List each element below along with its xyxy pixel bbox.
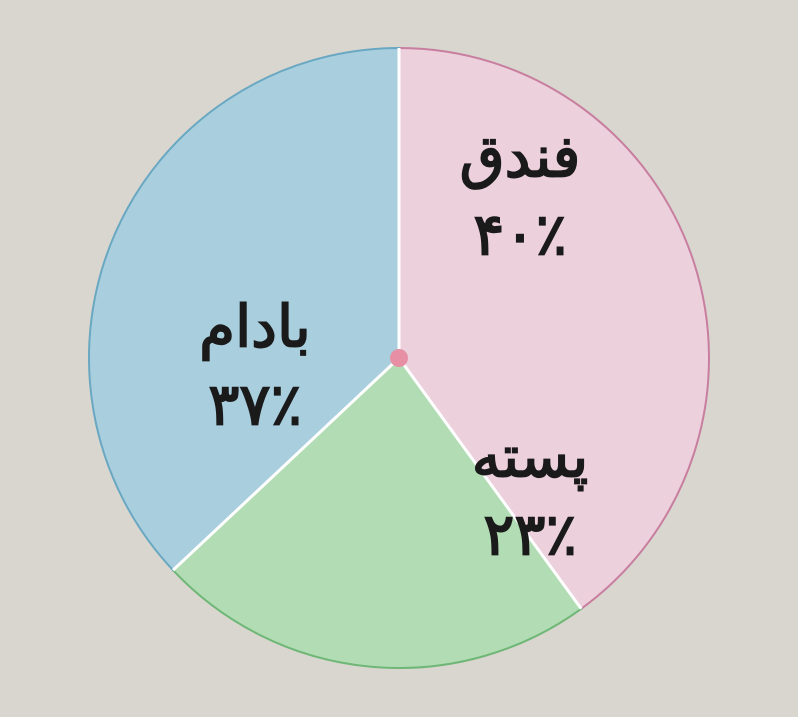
- slice-label-name-hazelnut: فندق: [460, 124, 581, 190]
- slice-label-value-hazelnut: ۴۰٪: [473, 202, 566, 267]
- slice-label-name-pistachio: پسته: [472, 424, 588, 491]
- slice-label-value-pistachio: ۲۳٪: [483, 502, 576, 567]
- pie-center-dot: [390, 349, 408, 367]
- chart-stage: فندق ۴۰٪ پسته ۲۳٪ بادام ۳۷٪: [0, 0, 798, 717]
- slice-label-value-almond: ۳۷٪: [208, 372, 301, 437]
- slice-label-name-almond: بادام: [199, 294, 311, 361]
- pie-chart: فندق ۴۰٪ پسته ۲۳٪ بادام ۳۷٪: [0, 0, 798, 717]
